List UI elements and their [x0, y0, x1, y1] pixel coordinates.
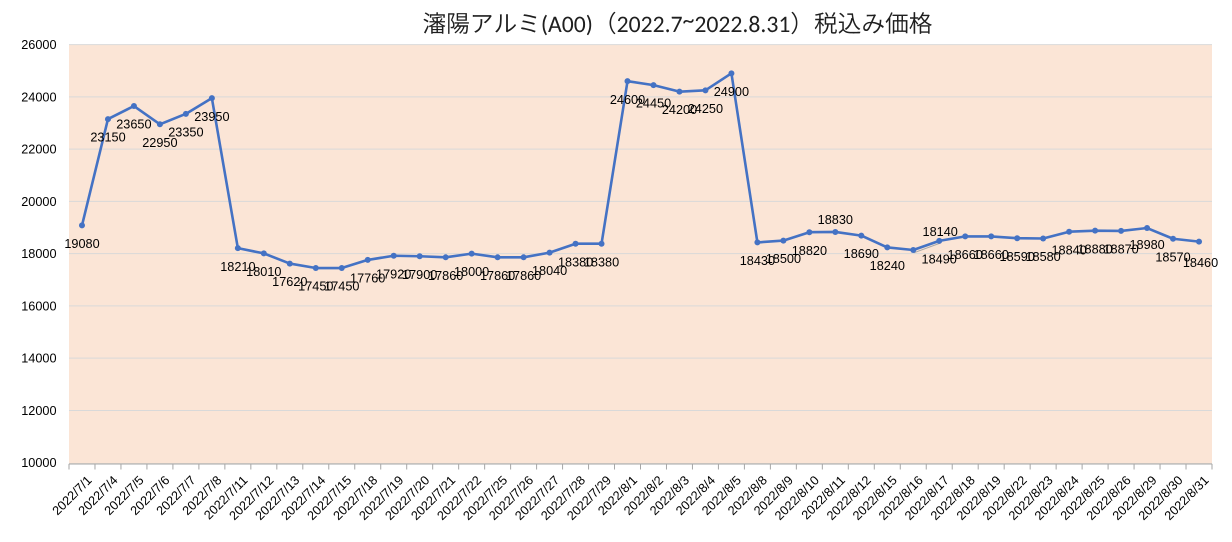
svg-text:18380: 18380	[558, 255, 593, 269]
svg-text:17900: 17900	[402, 268, 437, 282]
svg-text:24200: 24200	[662, 103, 697, 117]
svg-text:24450: 24450	[636, 97, 671, 111]
svg-text:17860: 17860	[506, 269, 541, 283]
svg-text:18000: 18000	[21, 247, 56, 261]
svg-text:18880: 18880	[1077, 242, 1112, 256]
svg-text:18240: 18240	[870, 259, 905, 273]
svg-text:17620: 17620	[272, 275, 307, 289]
svg-text:22000: 22000	[21, 143, 56, 157]
svg-text:17860: 17860	[428, 269, 463, 283]
svg-text:23350: 23350	[168, 125, 203, 139]
svg-text:18660: 18660	[948, 248, 983, 262]
svg-text:16000: 16000	[21, 300, 56, 314]
svg-text:18210: 18210	[220, 260, 255, 274]
svg-text:18460: 18460	[1183, 256, 1218, 270]
svg-text:12000: 12000	[21, 404, 56, 418]
svg-text:18840: 18840	[1051, 243, 1086, 257]
svg-text:18660: 18660	[974, 248, 1009, 262]
svg-text:19080: 19080	[64, 237, 99, 251]
svg-text:18690: 18690	[844, 247, 879, 261]
svg-text:18580: 18580	[1025, 250, 1060, 264]
svg-text:18140: 18140	[923, 225, 958, 239]
svg-text:17760: 17760	[350, 272, 385, 286]
svg-text:14000: 14000	[21, 352, 56, 366]
svg-text:18570: 18570	[1155, 250, 1190, 264]
svg-text:17860: 17860	[480, 269, 515, 283]
svg-text:22950: 22950	[142, 136, 177, 150]
svg-text:18830: 18830	[818, 213, 853, 227]
svg-text:23150: 23150	[90, 131, 125, 145]
svg-text:18490: 18490	[922, 252, 957, 266]
svg-text:18980: 18980	[1129, 238, 1164, 252]
svg-text:18380: 18380	[584, 255, 619, 269]
svg-text:18870: 18870	[1103, 243, 1138, 257]
svg-text:18430: 18430	[740, 254, 775, 268]
svg-text:23950: 23950	[194, 110, 229, 124]
svg-text:18010: 18010	[246, 265, 281, 279]
svg-text:24250: 24250	[688, 102, 723, 116]
svg-text:20000: 20000	[21, 195, 56, 209]
svg-text:26000: 26000	[21, 38, 56, 52]
svg-text:18000: 18000	[454, 265, 489, 279]
svg-text:10000: 10000	[21, 456, 56, 470]
svg-text:17450: 17450	[324, 280, 359, 294]
svg-text:18040: 18040	[532, 264, 567, 278]
svg-text:23650: 23650	[116, 118, 151, 132]
svg-text:24000: 24000	[21, 90, 56, 104]
svg-text:18820: 18820	[792, 244, 827, 258]
svg-text:17920: 17920	[376, 267, 411, 281]
svg-text:17450: 17450	[298, 280, 333, 294]
svg-text:18590: 18590	[1000, 250, 1035, 264]
svg-text:24600: 24600	[610, 93, 645, 107]
svg-text:24900: 24900	[714, 85, 749, 99]
svg-text:18500: 18500	[766, 252, 801, 266]
